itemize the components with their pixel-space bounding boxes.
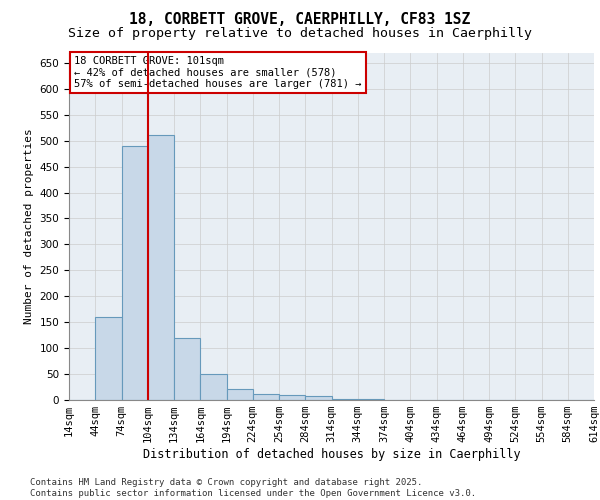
X-axis label: Distribution of detached houses by size in Caerphilly: Distribution of detached houses by size … [143, 448, 520, 461]
Text: 18 CORBETT GROVE: 101sqm
← 42% of detached houses are smaller (578)
57% of semi-: 18 CORBETT GROVE: 101sqm ← 42% of detach… [74, 56, 362, 89]
Text: Size of property relative to detached houses in Caerphilly: Size of property relative to detached ho… [68, 28, 532, 40]
Bar [253, 394, 279, 400]
Bar [174, 338, 200, 400]
Bar [148, 136, 174, 400]
Text: 18, CORBETT GROVE, CAERPHILLY, CF83 1SZ: 18, CORBETT GROVE, CAERPHILLY, CF83 1SZ [130, 12, 470, 28]
Bar [331, 399, 358, 400]
Bar [95, 317, 121, 400]
Y-axis label: Number of detached properties: Number of detached properties [24, 128, 34, 324]
Bar [227, 388, 253, 400]
Bar [121, 146, 148, 400]
Bar [279, 395, 305, 400]
Bar [200, 374, 227, 400]
Text: Contains HM Land Registry data © Crown copyright and database right 2025.
Contai: Contains HM Land Registry data © Crown c… [30, 478, 476, 498]
Bar [305, 396, 331, 400]
